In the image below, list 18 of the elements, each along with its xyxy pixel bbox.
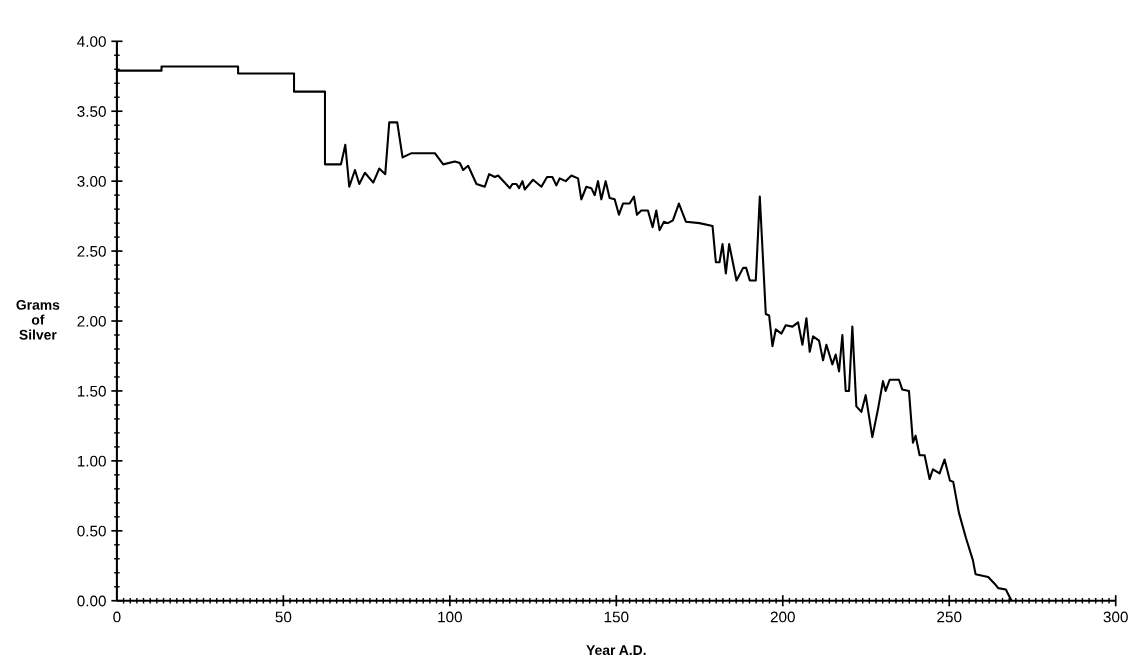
x-tick-label: 300 [1103,611,1128,623]
y-tick-label: 3.50 [77,106,106,117]
x-tick-label: 200 [770,611,795,623]
y-tick-label: 1.50 [77,385,106,397]
x-tick-label: 150 [604,611,629,623]
x-tick-label: 250 [937,611,962,623]
y-tick-label: 2.00 [77,315,106,327]
x-tick-label: 100 [438,611,462,623]
y-tick-label: 0.50 [77,525,106,537]
x-axis-title: Year A.D. [586,645,646,656]
y-axis-title: Grams of Silver [16,299,60,340]
y-tick-label: 1.00 [77,455,106,467]
x-tick-label: 0 [113,611,121,623]
y-tick-label: 2.50 [77,245,106,257]
y-tick-label: 3.00 [77,176,106,187]
y-tick-label: 0.00 [77,595,106,607]
y-tick-label: 4.00 [77,36,106,47]
x-tick-label: 50 [275,611,292,623]
